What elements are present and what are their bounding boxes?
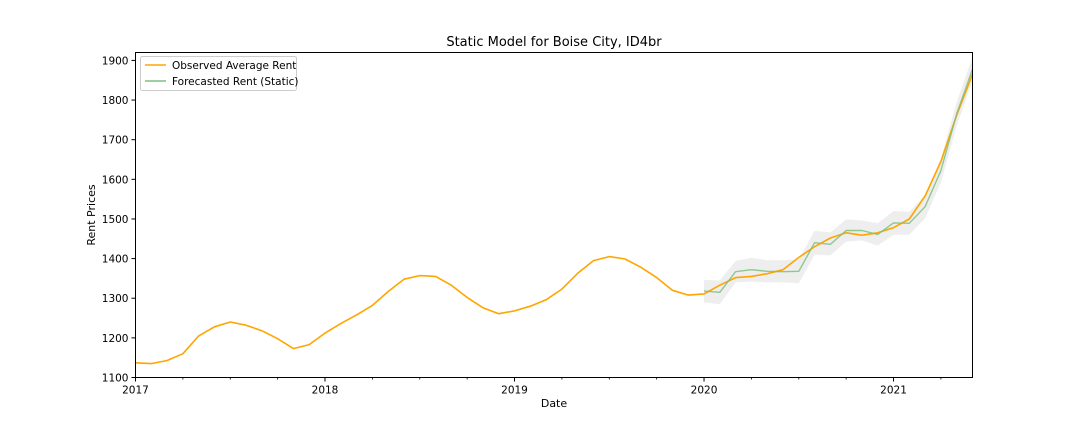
y-tick-label-1200: 1200	[102, 333, 129, 345]
y-tick-label-1900: 1900	[102, 55, 129, 67]
x-axis: 2017 2018 2019 2020 2021	[122, 377, 942, 397]
y-tick-label-1500: 1500	[102, 214, 129, 226]
series-line-observed	[135, 74, 974, 365]
x-tick-label-2021: 2021	[880, 385, 907, 397]
y-tick-label-1700: 1700	[102, 135, 129, 147]
y-axis: 1100 1200 1300 1400 1500 1600 1700 1800 1900	[102, 55, 136, 385]
plot-frame	[135, 52, 973, 378]
legend-label-forecast: Forecasted Rent (Static)	[172, 76, 299, 88]
legend-label-observed: Observed Average Rent	[172, 60, 296, 72]
y-tick-label-1300: 1300	[102, 293, 129, 305]
legend-box	[140, 56, 297, 91]
chart-title: Static Model for Boise City, ID4br	[446, 35, 662, 50]
y-tick-label-1600: 1600	[102, 174, 129, 186]
x-tick-label-2020: 2020	[691, 385, 718, 397]
y-tick-label-1100: 1100	[102, 373, 129, 385]
legend: Observed Average Rent Forecasted Rent (S…	[140, 56, 299, 91]
x-tick-label-2017: 2017	[122, 385, 149, 397]
x-tick-label-2019: 2019	[501, 385, 528, 397]
x-tick-label-2018: 2018	[312, 385, 339, 397]
y-tick-label-1400: 1400	[102, 254, 129, 266]
series-line-layer	[135, 68, 974, 365]
y-axis-label: Rent Prices	[85, 184, 98, 246]
series-line-forecast	[703, 68, 974, 293]
y-tick-label-1800: 1800	[102, 95, 129, 107]
x-axis-label: Date	[541, 397, 568, 410]
